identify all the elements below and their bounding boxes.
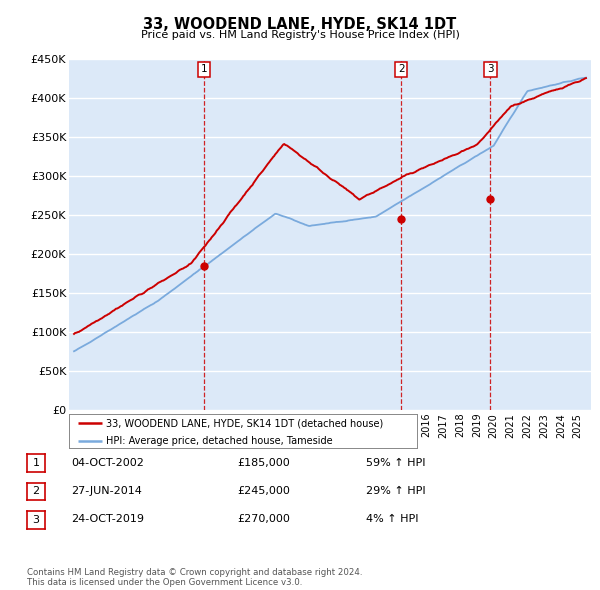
Text: Price paid vs. HM Land Registry's House Price Index (HPI): Price paid vs. HM Land Registry's House … [140, 30, 460, 40]
Text: £245,000: £245,000 [237, 486, 290, 496]
Text: 4% ↑ HPI: 4% ↑ HPI [366, 514, 419, 524]
Text: 2: 2 [32, 487, 40, 496]
Text: 1: 1 [201, 64, 208, 74]
Text: 2: 2 [398, 64, 404, 74]
Text: £185,000: £185,000 [237, 458, 290, 467]
Text: £270,000: £270,000 [237, 514, 290, 524]
Text: 1: 1 [32, 458, 40, 468]
Text: 33, WOODEND LANE, HYDE, SK14 1DT (detached house): 33, WOODEND LANE, HYDE, SK14 1DT (detach… [106, 418, 383, 428]
Text: 3: 3 [487, 64, 494, 74]
Text: 29% ↑ HPI: 29% ↑ HPI [366, 486, 425, 496]
Text: 3: 3 [32, 515, 40, 525]
Text: Contains HM Land Registry data © Crown copyright and database right 2024.
This d: Contains HM Land Registry data © Crown c… [27, 568, 362, 587]
Text: 59% ↑ HPI: 59% ↑ HPI [366, 458, 425, 467]
Text: HPI: Average price, detached house, Tameside: HPI: Average price, detached house, Tame… [106, 436, 332, 446]
Text: 27-JUN-2014: 27-JUN-2014 [71, 486, 142, 496]
Text: 04-OCT-2002: 04-OCT-2002 [71, 458, 143, 467]
Text: 33, WOODEND LANE, HYDE, SK14 1DT: 33, WOODEND LANE, HYDE, SK14 1DT [143, 17, 457, 31]
Text: 24-OCT-2019: 24-OCT-2019 [71, 514, 144, 524]
